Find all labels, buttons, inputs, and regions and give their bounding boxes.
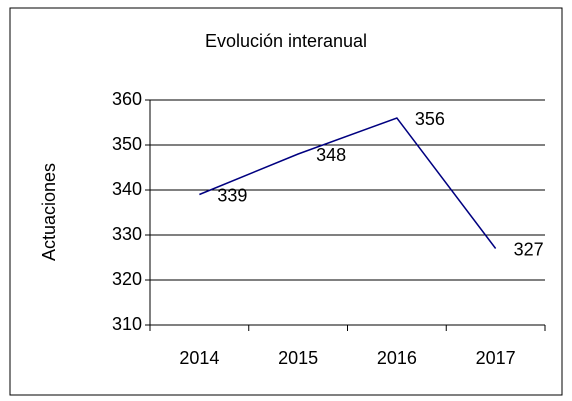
y-tick-label: 310 <box>112 314 142 334</box>
y-tick-label: 320 <box>112 269 142 289</box>
chart-title: Evolución interanual <box>205 31 367 51</box>
data-label: 348 <box>316 145 346 165</box>
data-line <box>199 117 497 249</box>
y-tick-label: 340 <box>112 179 142 199</box>
y-tick-label: 330 <box>112 224 142 244</box>
data-label: 339 <box>217 185 247 205</box>
data-label: 356 <box>415 109 445 129</box>
x-tick-label: 2017 <box>476 348 516 368</box>
data-label: 327 <box>514 239 544 259</box>
chart-border <box>9 7 563 396</box>
y-axis-label: Actuaciones <box>39 163 59 261</box>
y-tick-label: 360 <box>112 89 142 109</box>
x-tick-label: 2015 <box>278 348 318 368</box>
x-tick-label: 2016 <box>377 348 417 368</box>
x-tick-label: 2014 <box>179 348 219 368</box>
y-tick-label: 350 <box>112 134 142 154</box>
